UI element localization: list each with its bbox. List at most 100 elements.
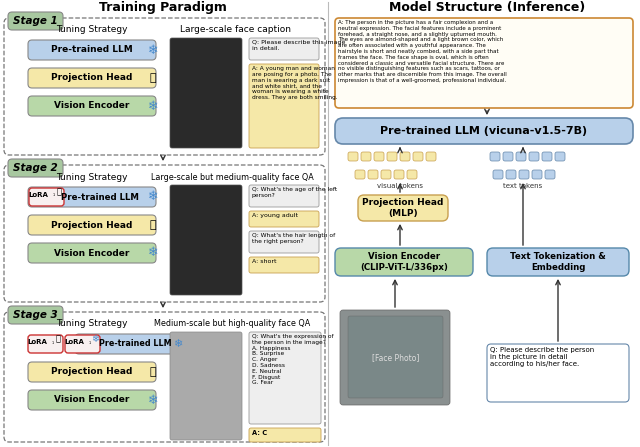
FancyBboxPatch shape <box>170 185 242 295</box>
FancyBboxPatch shape <box>516 152 526 161</box>
FancyBboxPatch shape <box>555 152 565 161</box>
FancyBboxPatch shape <box>493 170 503 179</box>
FancyBboxPatch shape <box>249 64 319 148</box>
Text: A: short: A: short <box>252 259 276 264</box>
FancyBboxPatch shape <box>249 185 319 207</box>
FancyBboxPatch shape <box>249 428 321 442</box>
Text: Tuning Strategy: Tuning Strategy <box>56 25 128 34</box>
Text: Pre-trained LLM: Pre-trained LLM <box>99 340 172 349</box>
FancyBboxPatch shape <box>361 152 371 161</box>
Text: text tokens: text tokens <box>504 183 543 189</box>
Text: Vision Encoder
(CLIP-ViT-L/336px): Vision Encoder (CLIP-ViT-L/336px) <box>360 252 448 272</box>
FancyBboxPatch shape <box>28 215 156 235</box>
FancyBboxPatch shape <box>487 248 629 276</box>
Text: 🔥: 🔥 <box>150 73 156 83</box>
Text: Tuning Strategy: Tuning Strategy <box>56 320 128 329</box>
FancyBboxPatch shape <box>8 306 63 324</box>
Text: 🔥: 🔥 <box>150 220 156 230</box>
FancyBboxPatch shape <box>335 18 633 108</box>
FancyBboxPatch shape <box>542 152 552 161</box>
FancyBboxPatch shape <box>249 332 321 424</box>
FancyBboxPatch shape <box>348 316 443 398</box>
FancyBboxPatch shape <box>249 38 319 60</box>
FancyBboxPatch shape <box>394 170 404 179</box>
FancyBboxPatch shape <box>355 170 365 179</box>
FancyBboxPatch shape <box>28 335 63 353</box>
FancyBboxPatch shape <box>490 152 500 161</box>
Text: Pre-trained LLM: Pre-trained LLM <box>61 193 139 202</box>
Text: Q: What's the age of the left
person?: Q: What's the age of the left person? <box>252 187 337 198</box>
Text: 🔥: 🔥 <box>56 187 61 197</box>
Text: Tuning Strategy: Tuning Strategy <box>56 173 128 181</box>
FancyBboxPatch shape <box>358 195 448 221</box>
Text: Q: Please describe this image
in detail.: Q: Please describe this image in detail. <box>252 40 346 51</box>
FancyBboxPatch shape <box>28 40 156 60</box>
Text: Vision Encoder: Vision Encoder <box>54 101 130 110</box>
Text: Projection Head: Projection Head <box>51 73 132 83</box>
Text: Q: Please describe the person
in the picture in detail
according to his/her face: Q: Please describe the person in the pic… <box>490 347 595 367</box>
FancyBboxPatch shape <box>28 362 156 382</box>
FancyBboxPatch shape <box>381 170 391 179</box>
Text: Large-scale face caption: Large-scale face caption <box>180 25 291 34</box>
FancyBboxPatch shape <box>545 170 555 179</box>
Text: ❄: ❄ <box>148 190 158 203</box>
FancyBboxPatch shape <box>529 152 539 161</box>
FancyBboxPatch shape <box>335 248 473 276</box>
FancyBboxPatch shape <box>29 188 64 206</box>
FancyBboxPatch shape <box>28 390 156 410</box>
Text: Projection Head: Projection Head <box>51 220 132 229</box>
Text: LoRA: LoRA <box>27 339 47 345</box>
FancyBboxPatch shape <box>426 152 436 161</box>
Text: Large-scale but medium-quality face QA: Large-scale but medium-quality face QA <box>150 173 314 181</box>
FancyBboxPatch shape <box>413 152 423 161</box>
Text: ❄: ❄ <box>173 339 182 349</box>
Text: ❄: ❄ <box>148 246 158 260</box>
FancyBboxPatch shape <box>8 159 63 177</box>
FancyBboxPatch shape <box>170 38 242 148</box>
FancyBboxPatch shape <box>65 335 100 353</box>
Text: [Face Photo]: [Face Photo] <box>372 354 420 363</box>
Text: LoRA: LoRA <box>64 339 84 345</box>
Text: ₁: ₁ <box>53 193 55 198</box>
FancyBboxPatch shape <box>8 12 63 30</box>
FancyBboxPatch shape <box>28 68 156 88</box>
FancyBboxPatch shape <box>487 344 629 402</box>
Text: Pre-trained LLM (vicuna-v1.5-7B): Pre-trained LLM (vicuna-v1.5-7B) <box>380 126 588 136</box>
FancyBboxPatch shape <box>249 257 319 273</box>
Text: A: young adult: A: young adult <box>252 213 298 218</box>
Text: Projection Head
(MLP): Projection Head (MLP) <box>362 198 444 218</box>
Text: Medium-scale but high-quality face QA: Medium-scale but high-quality face QA <box>154 320 310 329</box>
Text: 🔥: 🔥 <box>150 367 156 377</box>
Text: Stage 2: Stage 2 <box>13 163 58 173</box>
FancyBboxPatch shape <box>503 152 513 161</box>
Text: ₁: ₁ <box>89 340 91 345</box>
FancyBboxPatch shape <box>519 170 529 179</box>
FancyBboxPatch shape <box>532 170 542 179</box>
FancyBboxPatch shape <box>340 310 450 405</box>
FancyBboxPatch shape <box>28 96 156 116</box>
Text: Training Paradigm: Training Paradigm <box>99 1 227 14</box>
FancyBboxPatch shape <box>249 231 319 253</box>
FancyBboxPatch shape <box>335 118 633 144</box>
FancyBboxPatch shape <box>249 211 319 227</box>
FancyBboxPatch shape <box>374 152 384 161</box>
Text: 🔥: 🔥 <box>56 334 61 343</box>
FancyBboxPatch shape <box>28 187 156 207</box>
FancyBboxPatch shape <box>348 152 358 161</box>
FancyBboxPatch shape <box>400 152 410 161</box>
Text: ❄: ❄ <box>148 43 158 56</box>
Text: Stage 1: Stage 1 <box>13 16 58 26</box>
Text: ❄: ❄ <box>148 100 158 113</box>
Text: visual tokens: visual tokens <box>377 183 423 189</box>
Text: ❄: ❄ <box>91 334 99 344</box>
Text: Stage 3: Stage 3 <box>13 310 58 320</box>
Text: Q: What's the hair length of
the right person?: Q: What's the hair length of the right p… <box>252 233 335 244</box>
Text: ₁: ₁ <box>52 340 54 345</box>
FancyBboxPatch shape <box>387 152 397 161</box>
Text: A: The person in the picture has a fair complexion and a
neutral expression. The: A: The person in the picture has a fair … <box>338 20 507 83</box>
Text: Vision Encoder: Vision Encoder <box>54 249 130 257</box>
Text: A: C: A: C <box>252 430 267 436</box>
FancyBboxPatch shape <box>506 170 516 179</box>
Text: Model Structure (Inference): Model Structure (Inference) <box>389 1 585 14</box>
Text: A: A young man and woman
are posing for a photo. The
man is wearing a dark suit
: A: A young man and woman are posing for … <box>252 66 338 100</box>
